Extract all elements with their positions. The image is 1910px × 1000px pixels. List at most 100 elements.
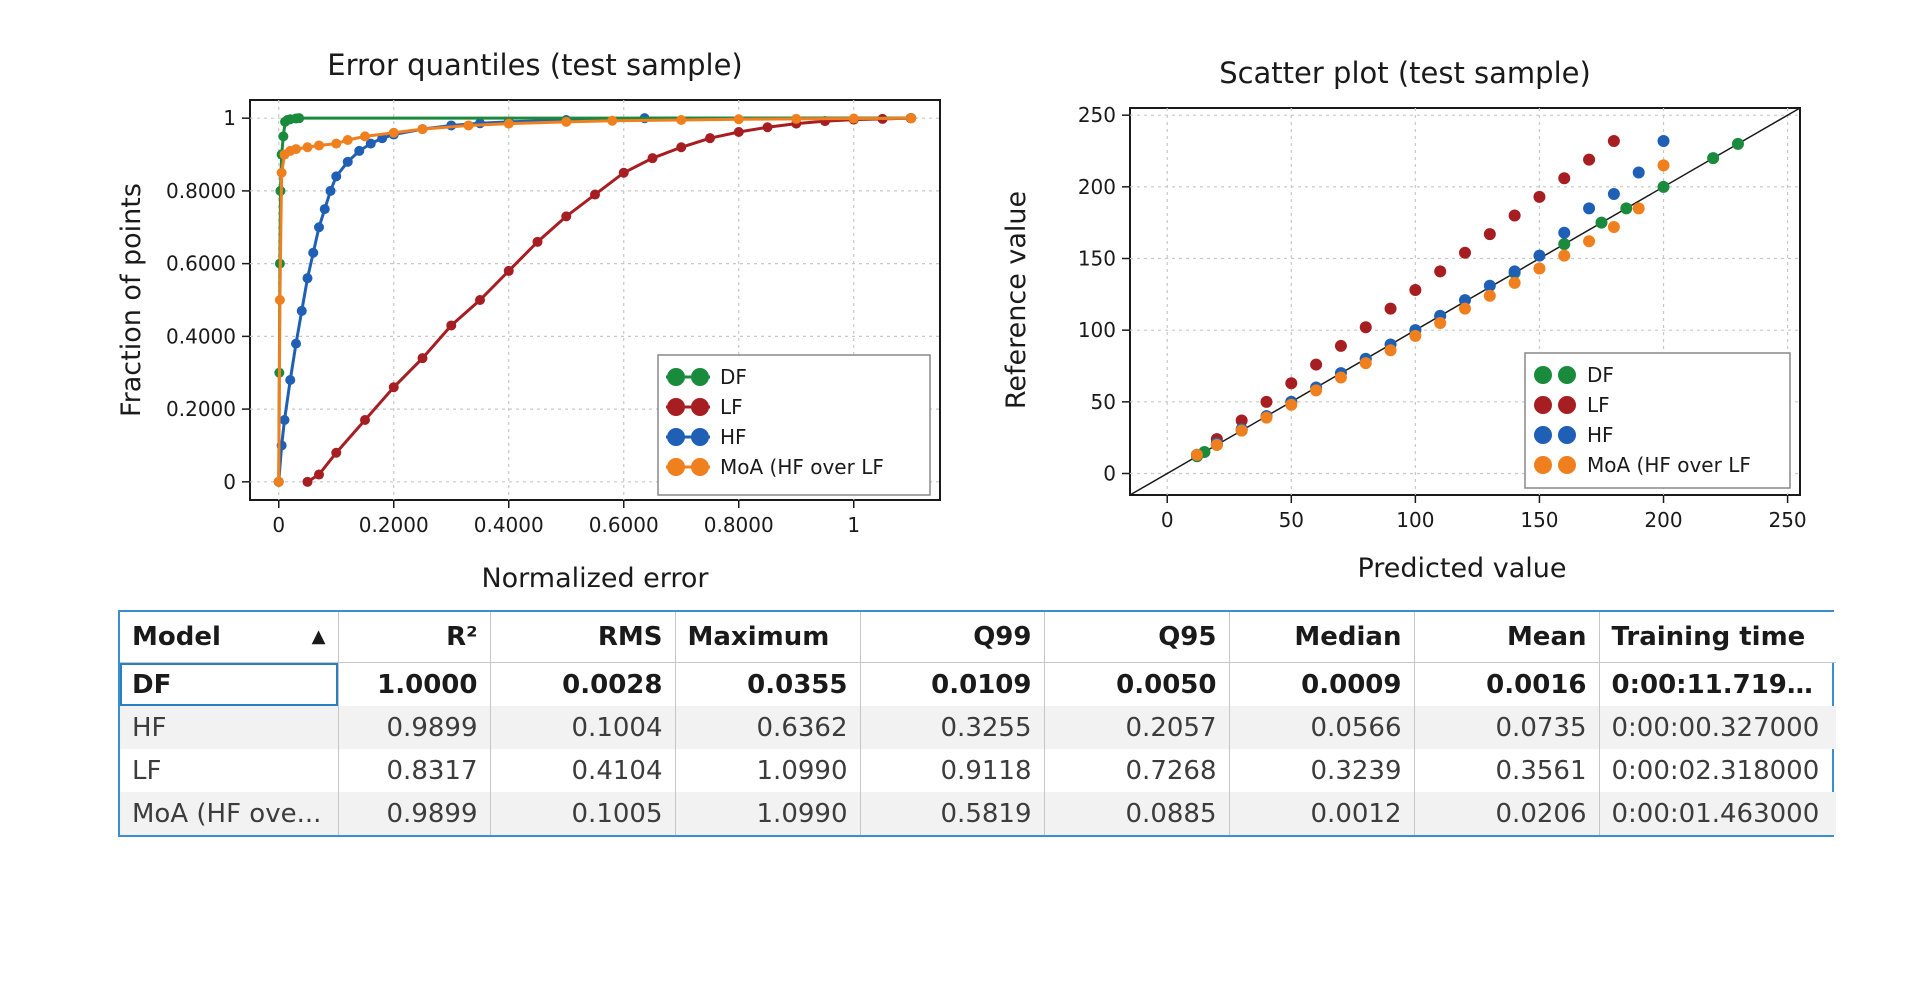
data-point (1459, 246, 1471, 259)
cell-maximum[interactable]: 0.0355 (675, 662, 861, 706)
cell-median[interactable]: 0.0012 (1229, 792, 1415, 835)
data-point (1334, 339, 1347, 352)
results-grid[interactable]: Model ▲ R² RMS Maximum Q99 Q95 Median Me… (120, 612, 1836, 835)
table-row[interactable]: LF 0.8317 0.4104 1.0990 0.9118 0.7268 0.… (120, 749, 1836, 792)
cell-model[interactable]: DF (120, 662, 339, 706)
data-point (1483, 228, 1496, 241)
cell-mean[interactable]: 0.0206 (1414, 792, 1600, 835)
y-tick-label: 0.6000 (166, 252, 236, 276)
cell-rms[interactable]: 0.1004 (490, 706, 676, 749)
data-point (296, 305, 307, 316)
table-row[interactable]: HF 0.9899 0.1004 0.6362 0.3255 0.2057 0.… (120, 706, 1836, 749)
data-point (302, 476, 313, 487)
results-table[interactable]: Model ▲ R² RMS Maximum Q99 Q95 Median Me… (118, 610, 1836, 837)
data-point (1260, 395, 1273, 408)
x-tick-label: 0.2000 (359, 513, 429, 537)
cell-q99[interactable]: 0.9118 (860, 749, 1045, 792)
cell-q95[interactable]: 0.2057 (1044, 706, 1230, 749)
error-quantiles-xlabel: Normalized error (481, 563, 709, 594)
cell-median[interactable]: 0.3239 (1229, 749, 1415, 792)
cell-maximum[interactable]: 1.0990 (675, 792, 861, 835)
column-header-mean[interactable]: Mean (1414, 612, 1600, 663)
cell-maximum[interactable]: 0.6362 (675, 706, 861, 749)
cell-training-time[interactable]: 0:00:00.327000 (1611, 712, 1820, 743)
cell-median[interactable]: 0.0009 (1229, 662, 1415, 706)
cell-r2[interactable]: 1.0000 (338, 662, 491, 706)
table-body: DF 1.0000 0.0028 0.0355 0.0109 0.0050 0.… (120, 662, 1837, 835)
column-header-q99[interactable]: Q99 (860, 612, 1045, 663)
cell-q95[interactable]: 0.0885 (1044, 792, 1230, 835)
y-tick-label: 100 (1078, 318, 1116, 342)
y-tick-label: 0.4000 (166, 324, 236, 348)
column-header-q95[interactable]: Q95 (1044, 612, 1230, 663)
cell-r2[interactable]: 0.9899 (338, 706, 491, 749)
legend-marker (1534, 456, 1552, 474)
cell-rms[interactable]: 0.0028 (490, 662, 676, 706)
data-point (503, 118, 514, 129)
data-point (733, 127, 744, 137)
cell-training-time[interactable]: 0:00:11.719000 (1611, 669, 1837, 700)
cell-r2[interactable]: 0.8317 (338, 749, 491, 792)
cell-maximum[interactable]: 1.0990 (675, 749, 861, 792)
data-point (1198, 446, 1211, 458)
legend-entry-moa-hf-over-lf: MoA (HF over LF (1534, 453, 1751, 477)
data-point (1558, 226, 1571, 239)
data-point (1483, 279, 1496, 292)
data-point (1731, 137, 1744, 150)
data-point (417, 124, 428, 135)
column-header-maximum[interactable]: Maximum (675, 612, 861, 663)
x-tick-label: 0.6000 (589, 513, 659, 537)
cell-model[interactable]: LF (120, 749, 339, 792)
column-header-model[interactable]: Model ▲ (120, 612, 339, 663)
cell-q95[interactable]: 0.7268 (1044, 749, 1230, 792)
legend-label: DF (1587, 363, 1614, 387)
column-header-r2[interactable]: R² (338, 612, 491, 663)
data-point (388, 382, 399, 393)
data-point (503, 265, 514, 276)
error-quantiles-ylabel: Fraction of points (116, 183, 147, 417)
legend-entry-hf: HF (666, 425, 747, 449)
x-tick-label: 0 (272, 513, 285, 537)
data-point (1508, 276, 1521, 289)
data-point (360, 415, 370, 425)
column-header-training-time[interactable]: Training time (1599, 612, 1836, 663)
column-header-label: Model (132, 622, 221, 652)
data-point (446, 320, 457, 331)
column-header-rms[interactable]: RMS (490, 612, 676, 663)
cell-q99[interactable]: 0.0109 (860, 662, 1045, 706)
cell-q99[interactable]: 0.5819 (860, 792, 1045, 835)
cell-q95[interactable]: 0.0050 (1044, 662, 1230, 706)
table-row[interactable]: MoA (HF ove... 0.9899 0.1005 1.0990 0.58… (120, 792, 1836, 835)
y-tick-label: 150 (1078, 247, 1116, 271)
legend-entry-df: DF (666, 365, 747, 389)
cell-model[interactable]: MoA (HF ove... (120, 792, 339, 835)
cell-mean[interactable]: 0.0735 (1414, 706, 1600, 749)
series-df (1191, 137, 1744, 463)
data-point (463, 120, 474, 131)
column-header-median[interactable]: Median (1229, 612, 1415, 663)
data-point (1260, 411, 1273, 424)
data-point (475, 295, 485, 305)
data-point (475, 118, 485, 129)
y-tick-label: 0.8000 (166, 179, 236, 203)
cell-training-time[interactable]: 0:00:01.463000 (1611, 798, 1820, 829)
cell-q99[interactable]: 0.3255 (860, 706, 1045, 749)
data-point (319, 204, 330, 215)
data-point (1607, 134, 1620, 147)
cell-rms[interactable]: 0.1005 (490, 792, 676, 835)
cell-mean[interactable]: 0.3561 (1414, 749, 1600, 792)
legend-marker (1534, 396, 1552, 414)
cell-mean[interactable]: 0.0016 (1414, 662, 1600, 706)
data-point (417, 353, 428, 364)
data-point (1191, 448, 1203, 461)
error-quantiles-chart: Error quantiles (test sample) 0 0.2000 0.4… (116, 48, 941, 594)
cell-model[interactable]: HF (120, 706, 339, 749)
table-row[interactable]: DF 1.0000 0.0028 0.0355 0.0109 0.0050 0.… (120, 662, 1837, 706)
error-quantiles-legend: DF LF HF MoA (HF over LF (657, 354, 931, 496)
cell-rms[interactable]: 0.4104 (490, 749, 676, 792)
cell-training-time[interactable]: 0:00:02.318000 (1611, 755, 1820, 786)
data-point (1558, 172, 1571, 185)
cell-median[interactable]: 0.0566 (1229, 706, 1415, 749)
data-point (1533, 190, 1546, 203)
cell-r2[interactable]: 0.9899 (338, 792, 491, 835)
